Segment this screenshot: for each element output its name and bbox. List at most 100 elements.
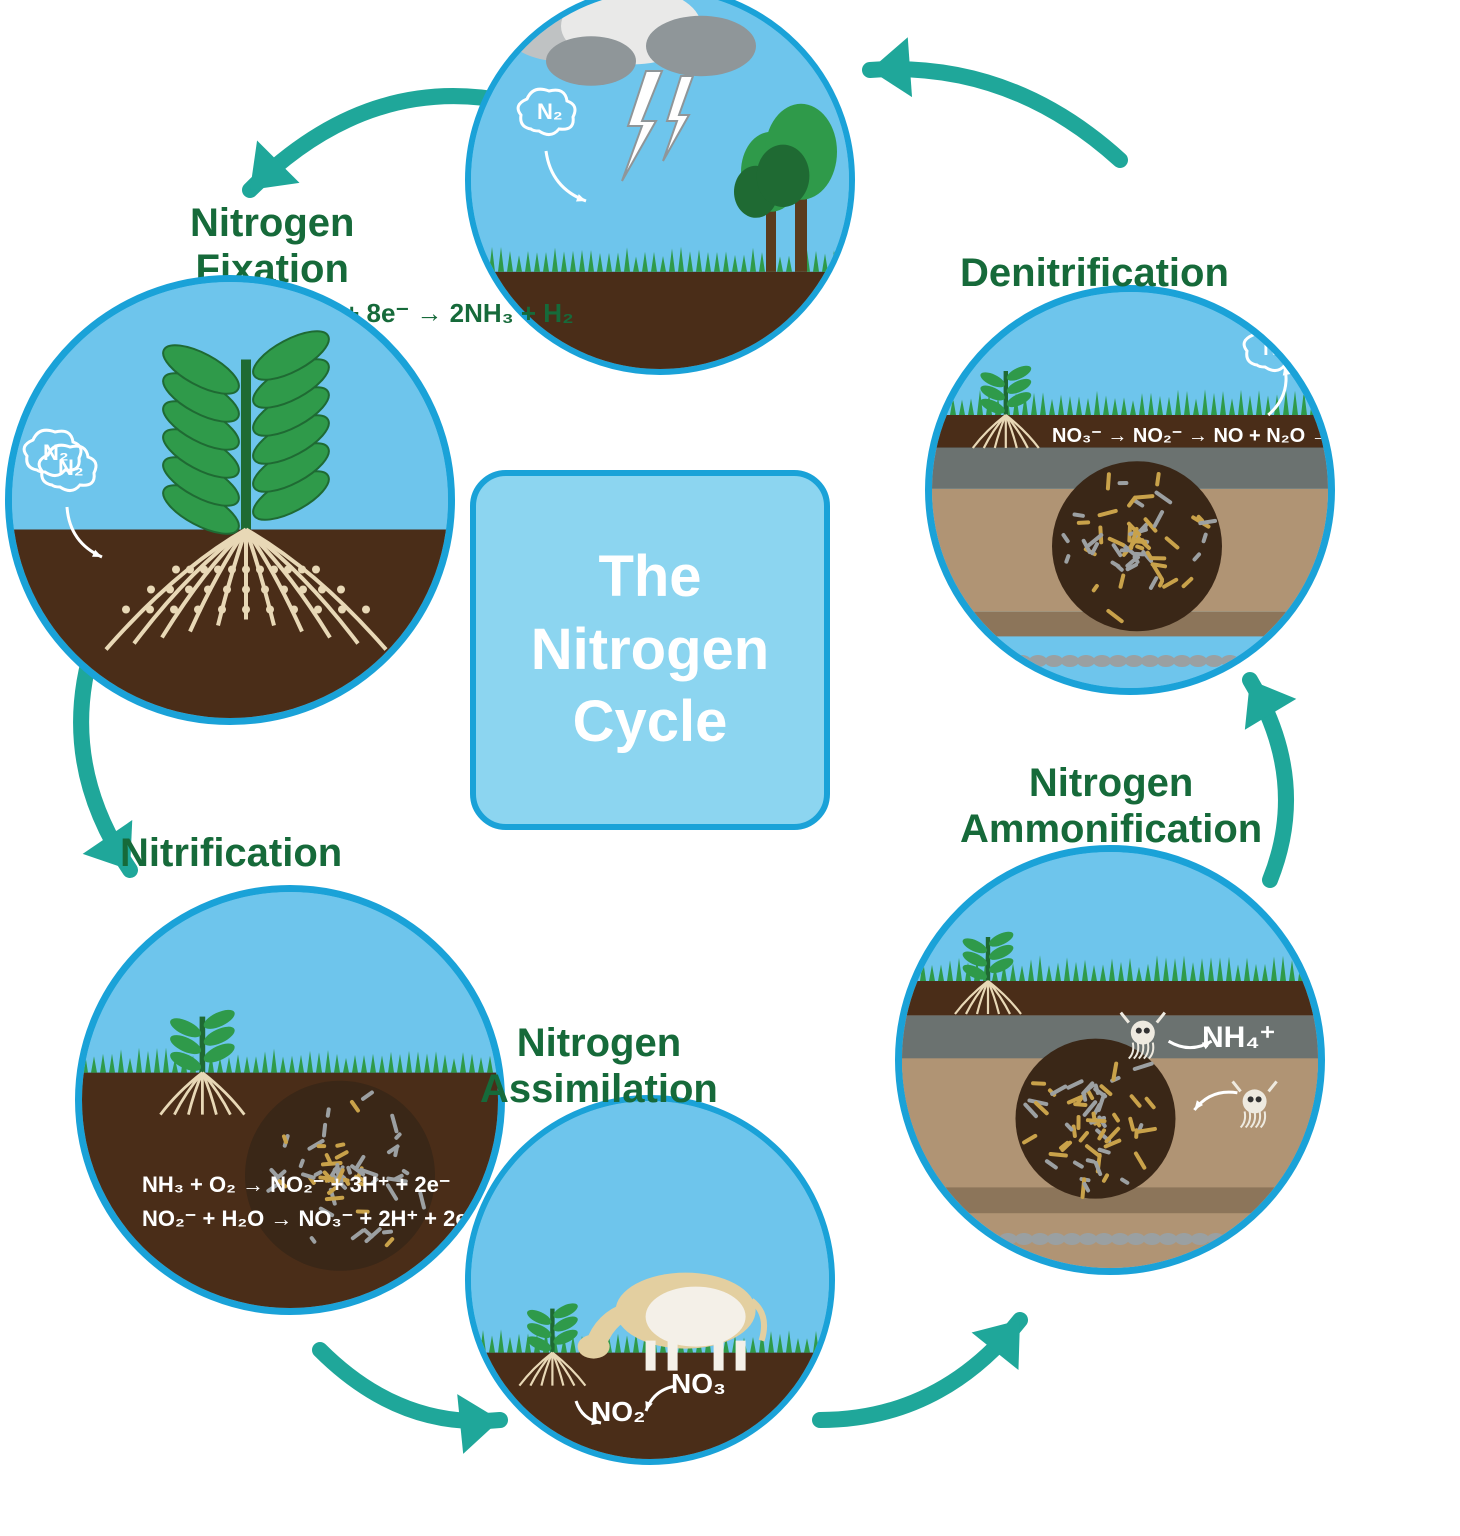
- root-nodule: [214, 566, 222, 574]
- node-scene-ammonification: NH₄⁺: [902, 852, 1325, 1275]
- n2-bubble-text: N₂: [537, 99, 563, 124]
- tree-crown: [757, 145, 810, 207]
- node-scene-assimilation: NO₂ NO₃: [471, 1101, 835, 1465]
- gravel: [1079, 1233, 1097, 1245]
- microbe: [317, 1144, 327, 1148]
- cow-leg: [714, 1341, 724, 1371]
- skull-icon: [1243, 1089, 1267, 1113]
- gravel: [1237, 655, 1255, 667]
- cycle-arrowhead-5: [870, 37, 912, 97]
- root-nodule: [290, 606, 298, 614]
- molecule-assimilation-1: NO₃: [671, 1368, 726, 1399]
- gravel: [1111, 1233, 1129, 1245]
- skull-eye: [1136, 1028, 1142, 1034]
- cycle-arrowhead-3: [972, 1320, 1020, 1370]
- gravel: [951, 1233, 969, 1245]
- gravel: [1127, 1233, 1145, 1245]
- gravel: [1175, 1233, 1193, 1245]
- gravel: [1157, 655, 1175, 667]
- gravel: [1125, 655, 1143, 667]
- cow-leg: [668, 1341, 678, 1371]
- gravel: [1253, 655, 1271, 667]
- gravel: [1109, 655, 1127, 667]
- root-nodule: [242, 606, 250, 614]
- gravel: [1159, 1233, 1177, 1245]
- gravel: [1255, 1233, 1273, 1245]
- cow-leg: [646, 1341, 656, 1371]
- root-nodule: [185, 586, 193, 594]
- root-nodule: [228, 566, 236, 574]
- label-nitrification: Nitrification: [120, 830, 342, 876]
- gravel: [1191, 1233, 1209, 1245]
- soil-l1: [902, 981, 1325, 1015]
- gravel: [1285, 655, 1303, 667]
- skull-eye: [1248, 1096, 1254, 1102]
- equation-denitrification: NO₃⁻ → NO₂⁻ → NO + N₂O → N₂: [1052, 425, 1335, 447]
- root-nodule: [256, 566, 264, 574]
- gravel: [999, 1233, 1017, 1245]
- root-nodule: [200, 566, 208, 574]
- gravel: [949, 655, 967, 667]
- gravel: [997, 655, 1015, 667]
- gravel: [1093, 655, 1111, 667]
- root-nodule: [337, 586, 345, 594]
- gravel: [1221, 655, 1239, 667]
- root-nodule: [242, 586, 250, 594]
- label-denitrification: Denitrification: [960, 250, 1229, 296]
- gravel: [965, 655, 983, 667]
- root-nodule: [223, 586, 231, 594]
- gravel: [1239, 1233, 1257, 1245]
- cow-leg: [736, 1341, 746, 1371]
- label-ammonification: Nitrogen Ammonification: [960, 760, 1262, 852]
- node-scene-nitrification: NH₃ + O₂ → NO₂⁻ + 3H⁺ + 2e⁻NO₂⁻ + H₂O → …: [82, 892, 505, 1315]
- gravel: [1077, 655, 1095, 667]
- root-nodule: [266, 606, 274, 614]
- n2-bubble-text: N₂: [1263, 335, 1289, 360]
- gravel: [903, 1233, 921, 1245]
- gravel: [967, 1233, 985, 1245]
- molecule-assimilation-0: NO₂: [591, 1396, 645, 1427]
- gravel: [1013, 655, 1031, 667]
- gravel: [1015, 1233, 1033, 1245]
- cloud: [646, 16, 756, 77]
- gravel: [1141, 655, 1159, 667]
- gravel: [935, 1233, 953, 1245]
- cycle-arrowhead-2: [457, 1394, 500, 1454]
- cycle-arrow-3: [820, 1320, 1020, 1420]
- cloud: [546, 36, 636, 86]
- equation-nitrification-0: NH₃ + O₂ → NO₂⁻ + 3H⁺ + 2e⁻: [142, 1172, 450, 1197]
- gravel: [1031, 1233, 1049, 1245]
- gravel: [1143, 1233, 1161, 1245]
- root-nodule: [170, 606, 178, 614]
- root-nodule: [261, 586, 269, 594]
- node-nitrification: NH₃ + O₂ → NO₂⁻ + 3H⁺ + 2e⁻NO₂⁻ + H₂O → …: [75, 885, 505, 1315]
- root-nodule: [194, 606, 202, 614]
- gravel: [1287, 1233, 1305, 1245]
- gravel: [1317, 655, 1335, 667]
- skull-eye: [1144, 1028, 1150, 1034]
- cycle-arrow-5: [870, 69, 1120, 160]
- center-title-box: The Nitrogen Cycle: [470, 470, 830, 830]
- node-denitrification: N₂ NO₃⁻ → NO₂⁻ → NO + N₂O → N₂: [925, 285, 1335, 695]
- root-nodule: [204, 586, 212, 594]
- node-assimilation: NO₂ NO₃: [465, 1095, 835, 1465]
- gravel: [1205, 655, 1223, 667]
- root-nodule: [122, 606, 130, 614]
- root-nodule: [186, 566, 194, 574]
- cycle-arrowhead-0: [250, 141, 299, 190]
- microbe: [1076, 1115, 1080, 1130]
- gravel: [1029, 655, 1047, 667]
- root-nodule: [314, 606, 322, 614]
- skull-icon: [1131, 1021, 1155, 1045]
- n2-bubble-text: N₂: [43, 440, 69, 465]
- center-title-text: The Nitrogen Cycle: [476, 541, 824, 759]
- soil: [12, 530, 455, 726]
- root-nodule: [270, 566, 278, 574]
- gravel: [1047, 1233, 1065, 1245]
- gravel: [933, 655, 951, 667]
- root-nodule: [147, 586, 155, 594]
- root-nodule: [172, 566, 180, 574]
- molecule-ammonification: NH₄⁺: [1202, 1021, 1275, 1054]
- gravel: [1303, 1233, 1321, 1245]
- root-nodule: [166, 586, 174, 594]
